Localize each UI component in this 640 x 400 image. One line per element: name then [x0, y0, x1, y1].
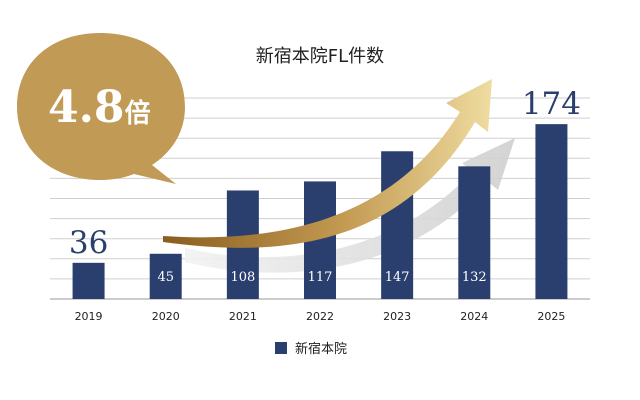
x-tick-2024: 2024: [460, 310, 488, 323]
value-labels: 36 45 108 117 147 132 174: [69, 86, 581, 285]
legend: 新宿本院: [275, 341, 347, 357]
value-label-2025: 174: [522, 86, 581, 122]
value-label-2023: 147: [385, 270, 410, 285]
x-tick-2022: 2022: [306, 310, 334, 323]
legend-label: 新宿本院: [295, 341, 347, 357]
badge-suffix: 倍: [125, 98, 151, 129]
badge-text: 4.8倍: [48, 82, 151, 133]
bar-2019: [72, 262, 105, 299]
badge-bubble: [17, 33, 185, 184]
growth-badge: 4.8倍: [17, 33, 185, 184]
legend-swatch: [275, 342, 287, 354]
value-label-2019: 36: [69, 225, 108, 261]
bar-2024: [458, 166, 491, 299]
value-label-2022: 117: [308, 270, 333, 285]
background-arrow: [185, 138, 515, 273]
value-label-2020: 45: [157, 270, 174, 285]
value-label-2024: 132: [462, 270, 487, 285]
gold-trend-arrow: [163, 79, 492, 248]
bar-2025: [535, 124, 568, 299]
x-tick-2023: 2023: [383, 310, 411, 323]
x-tick-2021: 2021: [229, 310, 257, 323]
x-axis-ticks: 2019 2020 2021 2022 2023 2024 2025: [75, 310, 566, 323]
value-label-2021: 108: [230, 270, 255, 285]
badge-number: 4.8: [48, 82, 125, 133]
bar-2020: [149, 253, 182, 299]
x-tick-2019: 2019: [75, 310, 103, 323]
chart-title: 新宿本院FL件数: [256, 46, 384, 67]
growth-arrow: [163, 79, 492, 248]
grey-trend-arrow: [185, 138, 515, 273]
x-tick-2025: 2025: [537, 310, 565, 323]
x-tick-2020: 2020: [152, 310, 180, 323]
